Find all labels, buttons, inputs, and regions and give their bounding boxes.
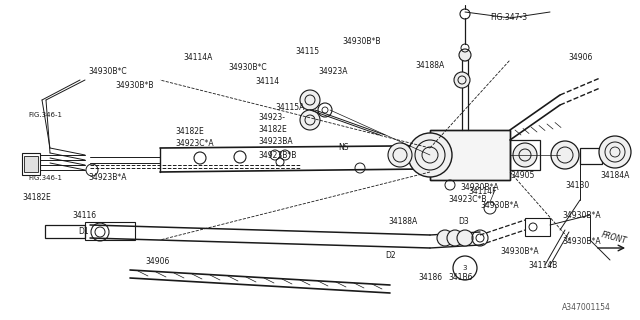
Text: FIG.346-1: FIG.346-1 <box>28 175 62 181</box>
Text: 34130: 34130 <box>565 180 589 189</box>
Text: 34184A: 34184A <box>600 171 629 180</box>
Circle shape <box>447 230 463 246</box>
Text: 34186: 34186 <box>418 274 442 283</box>
Text: 34188A: 34188A <box>415 60 444 69</box>
Circle shape <box>454 72 470 88</box>
Text: 34923B*B: 34923B*B <box>258 150 296 159</box>
Text: 34923C*A: 34923C*A <box>175 140 214 148</box>
Text: 34114B: 34114B <box>528 260 557 269</box>
Text: 34930B*B: 34930B*B <box>342 37 381 46</box>
Text: FIG.346-1: FIG.346-1 <box>28 112 62 118</box>
Bar <box>580 148 602 164</box>
Text: D1: D1 <box>78 228 88 236</box>
Circle shape <box>599 136 631 168</box>
Bar <box>85 222 135 240</box>
Text: 34114: 34114 <box>255 77 279 86</box>
Circle shape <box>457 230 473 246</box>
Text: 34930B*B: 34930B*B <box>115 81 154 90</box>
Bar <box>430 130 510 180</box>
Circle shape <box>437 230 453 246</box>
Text: 341B6: 341B6 <box>448 274 472 283</box>
Text: FRONT: FRONT <box>600 230 627 246</box>
Text: FIG.347-3: FIG.347-3 <box>490 13 527 22</box>
Circle shape <box>551 141 579 169</box>
Text: 34116: 34116 <box>72 211 96 220</box>
Text: D2: D2 <box>385 251 396 260</box>
Text: 34930B*C: 34930B*C <box>228 63 267 73</box>
Text: 34930B*A: 34930B*A <box>562 237 600 246</box>
Text: A347001154: A347001154 <box>562 303 611 313</box>
Bar <box>525 218 550 236</box>
Text: 34188A: 34188A <box>388 218 417 227</box>
Text: 34182E: 34182E <box>22 194 51 203</box>
Text: 34923BA: 34923BA <box>258 138 292 147</box>
Bar <box>510 140 540 170</box>
Text: 34182E: 34182E <box>175 127 204 137</box>
Text: 34906: 34906 <box>568 53 593 62</box>
Bar <box>45 225 85 238</box>
Circle shape <box>408 133 452 177</box>
Circle shape <box>388 143 412 167</box>
Bar <box>24 156 38 172</box>
Text: 34114F: 34114F <box>468 188 497 196</box>
Text: 34930B*A: 34930B*A <box>562 211 600 220</box>
Bar <box>430 130 510 180</box>
Text: 34115A: 34115A <box>275 103 305 113</box>
Text: 34923B*A: 34923B*A <box>88 173 127 182</box>
Text: 34930B*C: 34930B*C <box>88 68 127 76</box>
Circle shape <box>300 110 320 130</box>
Bar <box>22 153 40 175</box>
Text: 34930B*A: 34930B*A <box>460 183 499 193</box>
Text: 34930B*A: 34930B*A <box>500 247 539 257</box>
Circle shape <box>459 49 471 61</box>
Text: D3: D3 <box>458 218 468 227</box>
Text: 34182E: 34182E <box>258 125 287 134</box>
Text: 34923A: 34923A <box>318 68 348 76</box>
Text: 34923-: 34923- <box>258 114 285 123</box>
Circle shape <box>300 90 320 110</box>
Text: 34906: 34906 <box>145 258 170 267</box>
Text: 3: 3 <box>463 265 467 271</box>
Text: NS: NS <box>338 143 349 153</box>
Text: 34114A: 34114A <box>183 53 212 62</box>
Circle shape <box>513 143 537 167</box>
Text: 34115: 34115 <box>295 47 319 57</box>
Text: 34905: 34905 <box>510 171 534 180</box>
Text: 34930B*A: 34930B*A <box>480 201 518 210</box>
Text: 34923C*B: 34923C*B <box>448 196 486 204</box>
